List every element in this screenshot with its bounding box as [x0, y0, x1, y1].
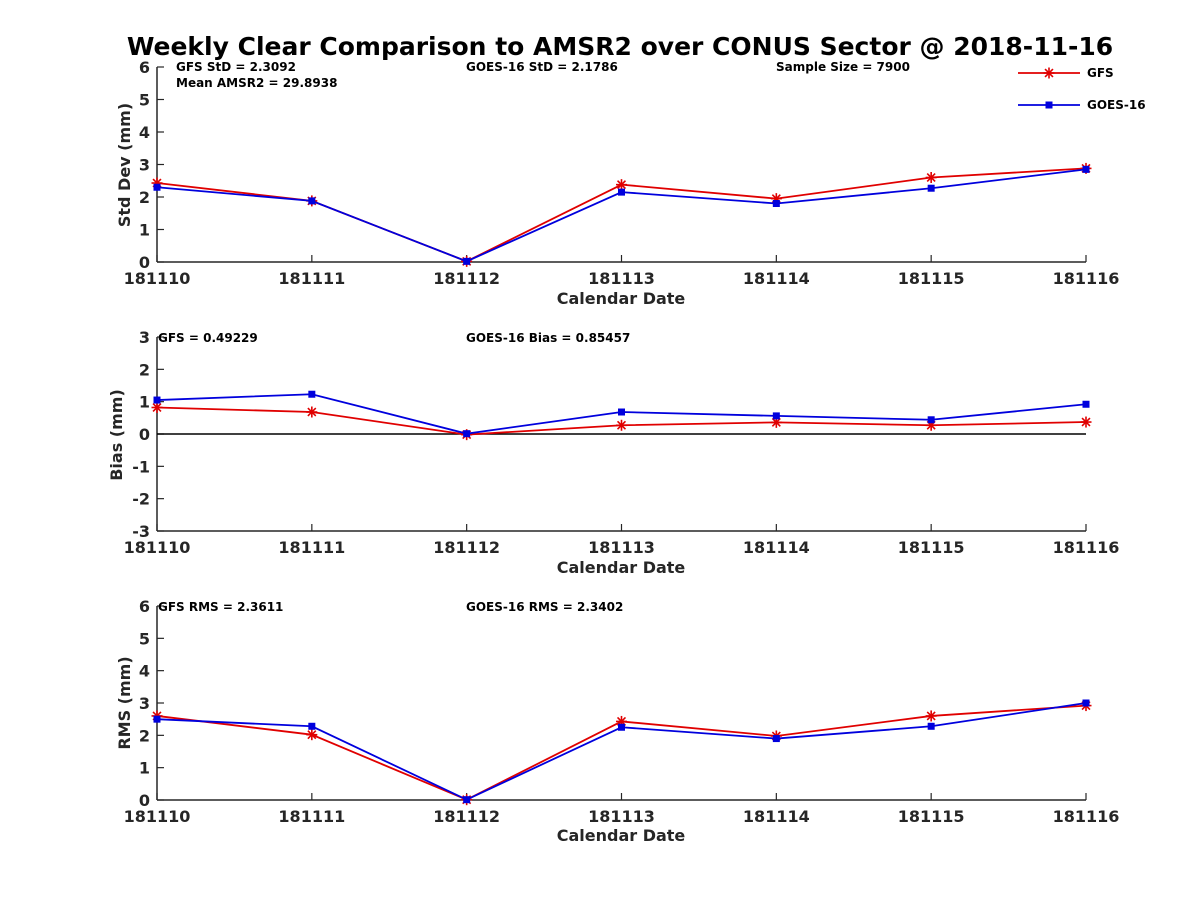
bias-ylabel: Bias (mm) — [107, 389, 126, 481]
stddev-panel: 181110 181111 181112 181113 181114 181115 1811… — [115, 58, 1119, 308]
stddev-goes16-point — [463, 257, 471, 265]
bias-gfs-point — [616, 419, 627, 431]
legend-label: GFS — [1087, 66, 1114, 80]
rms-x-tick-label: 181116 — [1053, 807, 1120, 826]
sample-size-annotation: Sample Size = 7900 — [776, 60, 910, 74]
bias-goes16-point — [1082, 400, 1090, 408]
bias-goes16-point — [618, 408, 625, 416]
stddev-xlabel: Calendar Date — [557, 289, 686, 308]
bias-y-tick-label: -3 — [132, 522, 150, 541]
stddev-y-tick-label: 1 — [139, 221, 150, 240]
stddev-x-tick-label: 181116 — [1053, 269, 1120, 288]
rms-x-tick-label: 181110 — [124, 807, 191, 826]
bias-x-tick-label: 181113 — [588, 538, 655, 557]
bias-y-tick-label: 2 — [139, 360, 150, 379]
bias-goes16-point — [308, 390, 316, 398]
gfs-std-annotation: GFS StD = 2.3092 — [176, 60, 296, 74]
legend-label: GOES-16 — [1087, 98, 1146, 112]
stddev-x-tick-label: 181112 — [433, 269, 500, 288]
stddev-goes16-point — [927, 184, 935, 192]
rms-ylabel: RMS (mm) — [115, 656, 134, 749]
stddev-goes16-point — [1082, 165, 1090, 173]
bias-goes16-point — [927, 416, 935, 424]
legend-entry-goes16: GOES-16 — [1018, 98, 1146, 112]
stddev-x-tick-label: 181114 — [743, 269, 810, 288]
rms-goes16-point — [618, 723, 625, 731]
bias-goes16-point — [772, 412, 780, 420]
bias-y-tick-label: 1 — [139, 393, 150, 412]
rms-x-tick-label: 181111 — [278, 807, 345, 826]
bias-goes16-point — [463, 430, 471, 438]
stddev-y-tick-label: 5 — [139, 91, 150, 110]
rms-goes16-point — [772, 735, 780, 743]
legend: GFS GOES-16 — [1018, 66, 1146, 112]
bias-x-tick-label: 181111 — [278, 538, 345, 557]
rms-x-tick-label: 181115 — [898, 807, 965, 826]
rms-y-tick-label: 4 — [139, 662, 150, 681]
bias-x-tick-label: 181115 — [898, 538, 965, 557]
rms-gfs-point — [925, 710, 937, 722]
stddev-y-tick-label: 2 — [139, 188, 150, 207]
goes16-bias-annotation: GOES-16 Bias = 0.85457 — [466, 331, 630, 345]
bias-y-tick-label: -1 — [132, 457, 150, 476]
rms-xlabel: Calendar Date — [557, 826, 686, 845]
stddev-goes16-point — [308, 197, 316, 205]
rms-y-tick-label: 3 — [139, 694, 150, 713]
stddev-gfs-point — [616, 179, 627, 191]
bias-x-tick-label: 181110 — [124, 538, 191, 557]
bias-gfs-point — [151, 401, 163, 413]
stddev-y-tick-label: 6 — [139, 58, 150, 77]
rms-y-tick-label: 5 — [139, 629, 150, 648]
rms-x-tick-label: 181113 — [588, 807, 655, 826]
bias-gfs-point — [1080, 416, 1092, 428]
gfs-bias-annotation: GFS = 0.49229 — [158, 331, 258, 345]
stddev-goes16-point — [153, 183, 161, 191]
rms-goes16-point — [927, 722, 935, 730]
rms-panel: 181110 181111 181112 181113 181114 181115 1811… — [115, 597, 1119, 845]
rms-x-tick-label: 181114 — [743, 807, 810, 826]
stddev-goes16-point — [618, 188, 625, 196]
legend-marker — [1045, 101, 1053, 109]
mean-amsr2-annotation: Mean AMSR2 = 29.8938 — [176, 76, 337, 90]
stddev-y-tick-label: 0 — [139, 253, 150, 272]
stddev-x-tick-label: 181113 — [588, 269, 655, 288]
stddev-x-tick-label: 181110 — [124, 269, 191, 288]
bias-panel: 181110 181111 181112 181113 181114 181115 1811… — [107, 328, 1119, 577]
legend-entry-gfs: GFS — [1018, 66, 1114, 80]
stddev-ylabel: Std Dev (mm) — [115, 103, 134, 227]
rms-goes16-point — [1082, 699, 1090, 707]
bias-x-tick-label: 181114 — [743, 538, 810, 557]
rms-y-tick-label: 1 — [139, 759, 150, 778]
figure-title: Weekly Clear Comparison to AMSR2 over CO… — [127, 32, 1113, 61]
rms-x-tick-label: 181112 — [433, 807, 500, 826]
bias-y-tick-label: 3 — [139, 328, 150, 347]
stddev-y-tick-label: 4 — [139, 123, 150, 142]
gfs-rms-annotation: GFS RMS = 2.3611 — [158, 600, 283, 614]
rms-y-tick-label: 2 — [139, 726, 150, 745]
goes16-std-annotation: GOES-16 StD = 2.1786 — [466, 60, 618, 74]
stddev-y-tick-label: 3 — [139, 156, 150, 175]
rms-gfs-point — [306, 729, 318, 741]
rms-goes16-point — [153, 715, 161, 723]
rms-goes16-point — [463, 796, 471, 804]
rms-y-tick-label: 0 — [139, 791, 150, 810]
stddev-gfs-point — [925, 172, 937, 183]
legend-marker — [1043, 67, 1055, 79]
rms-y-tick-label: 6 — [139, 597, 150, 616]
bias-y-tick-label: 0 — [139, 425, 150, 444]
bias-goes16-point — [153, 396, 161, 404]
stddev-x-tick-label: 181111 — [278, 269, 345, 288]
bias-gfs-point — [306, 406, 318, 418]
stddev-goes16-point — [772, 200, 780, 207]
bias-x-tick-label: 181112 — [433, 538, 500, 557]
bias-y-tick-label: -2 — [132, 490, 150, 509]
bias-xlabel: Calendar Date — [557, 558, 686, 577]
rms-goes16-point — [308, 722, 316, 730]
goes16-rms-annotation: GOES-16 RMS = 2.3402 — [466, 600, 623, 614]
bias-x-tick-label: 181116 — [1053, 538, 1120, 557]
stddev-x-tick-label: 181115 — [898, 269, 965, 288]
